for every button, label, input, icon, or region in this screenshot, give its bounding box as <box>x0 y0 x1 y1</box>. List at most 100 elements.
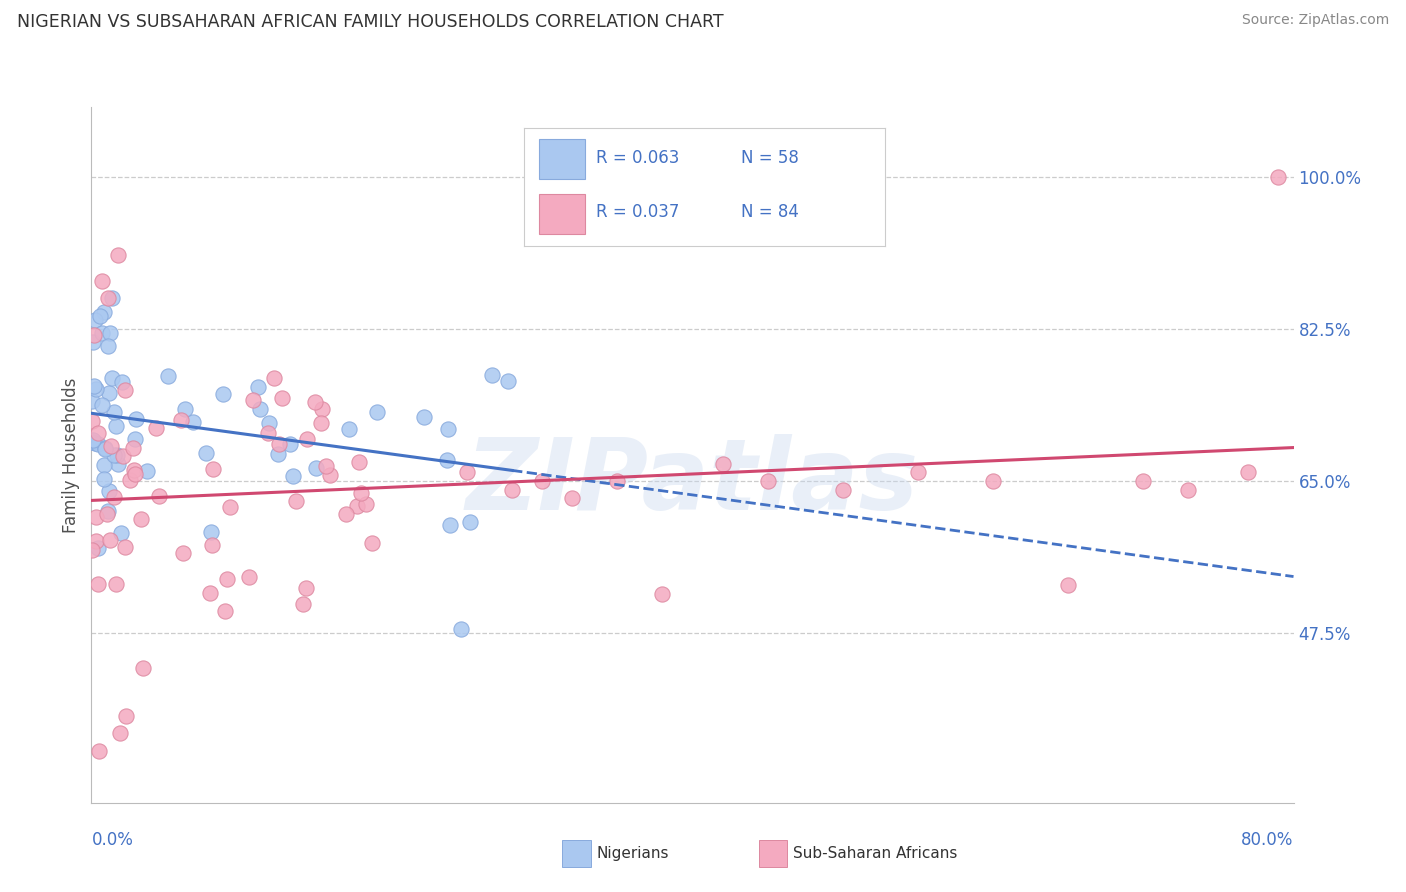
Point <box>148 489 170 503</box>
Point <box>83 313 105 327</box>
Point <box>145 421 167 435</box>
Point <box>1057 578 1080 592</box>
Point <box>247 379 270 393</box>
Point <box>122 462 145 476</box>
Point <box>305 461 328 475</box>
Point <box>87 744 110 758</box>
Point <box>124 467 146 481</box>
Point <box>311 401 333 416</box>
Point <box>496 375 519 389</box>
Point <box>104 576 127 591</box>
Point <box>436 421 458 435</box>
Text: NIGERIAN VS SUBSAHARAN AFRICAN FAMILY HOUSEHOLDS CORRELATION CHART: NIGERIAN VS SUBSAHARAN AFRICAN FAMILY HO… <box>17 13 724 31</box>
Point <box>93 305 115 319</box>
Point <box>96 508 118 522</box>
Point <box>309 416 332 430</box>
Point <box>361 536 384 550</box>
Point <box>84 383 107 397</box>
Point <box>436 453 458 467</box>
Point <box>217 573 239 587</box>
Point <box>98 533 121 548</box>
Point <box>121 442 143 456</box>
Point <box>93 442 115 456</box>
Point <box>756 474 779 488</box>
Point <box>135 464 157 478</box>
Point <box>124 432 146 446</box>
Point <box>84 436 107 450</box>
Point <box>105 418 128 433</box>
Point <box>82 543 104 558</box>
Point <box>132 661 155 675</box>
Point <box>83 328 105 343</box>
Point <box>481 368 503 382</box>
Point <box>271 392 294 406</box>
Point <box>531 474 554 488</box>
Point <box>82 434 104 449</box>
Point <box>202 462 225 476</box>
Point <box>412 410 434 425</box>
Point <box>450 622 472 636</box>
Point <box>100 291 122 305</box>
Point <box>157 369 180 384</box>
Point <box>281 469 304 483</box>
Point <box>831 483 853 497</box>
Point <box>439 518 461 533</box>
Point <box>278 437 301 451</box>
Text: 0.0%: 0.0% <box>91 830 134 848</box>
Point <box>319 467 342 482</box>
Point <box>86 425 108 440</box>
Point <box>114 541 136 555</box>
Point <box>114 708 136 723</box>
Point <box>257 426 280 441</box>
Point <box>366 404 388 418</box>
Point <box>97 504 120 518</box>
Point <box>107 248 129 262</box>
Point <box>97 291 120 305</box>
Point <box>238 570 260 584</box>
Point <box>263 370 285 384</box>
Point <box>118 474 141 488</box>
Point <box>350 486 373 500</box>
Text: Source: ZipAtlas.com: Source: ZipAtlas.com <box>1241 13 1389 28</box>
Point <box>200 524 222 539</box>
Point <box>100 439 122 453</box>
Point <box>89 309 111 323</box>
Point <box>93 472 115 486</box>
Point <box>257 416 280 430</box>
Point <box>114 383 136 397</box>
Point <box>87 541 110 556</box>
Point <box>907 466 929 480</box>
Point <box>82 334 104 349</box>
Point <box>103 491 125 505</box>
Point <box>125 411 148 425</box>
Point <box>1177 483 1199 497</box>
Point <box>91 274 114 288</box>
Point <box>212 387 235 401</box>
Point <box>219 500 242 515</box>
Point <box>1267 169 1289 184</box>
Point <box>294 581 316 595</box>
Point <box>174 401 197 416</box>
Point <box>172 546 194 560</box>
Point <box>304 394 326 409</box>
Point <box>103 405 125 419</box>
Point <box>214 604 236 618</box>
Point <box>107 458 129 472</box>
Point <box>82 414 104 428</box>
Point <box>242 393 264 408</box>
Point <box>315 459 337 474</box>
Text: 80.0%: 80.0% <box>1241 830 1294 848</box>
Point <box>198 585 221 599</box>
Point <box>297 433 319 447</box>
Point <box>108 726 131 740</box>
Point <box>606 474 628 488</box>
Point <box>105 448 128 462</box>
Point <box>98 385 121 400</box>
Point <box>170 413 193 427</box>
Point <box>83 378 105 392</box>
Point <box>267 447 290 461</box>
Point <box>111 449 134 463</box>
Point <box>82 433 104 447</box>
Point <box>181 415 204 429</box>
Text: Sub-Saharan Africans: Sub-Saharan Africans <box>793 847 957 861</box>
